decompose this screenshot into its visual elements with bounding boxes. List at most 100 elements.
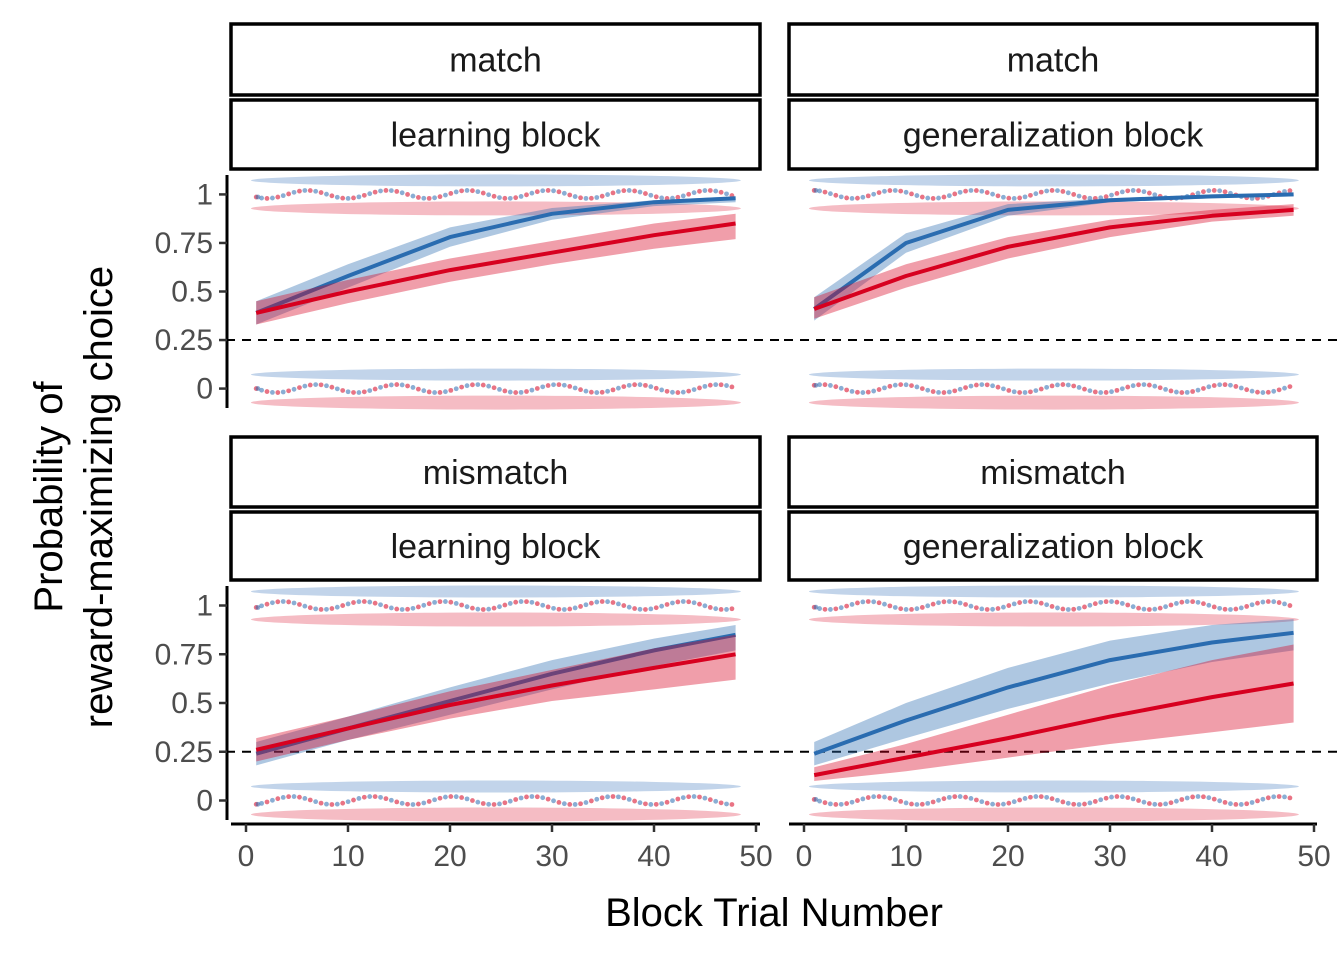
raw-response-point — [453, 386, 459, 392]
raw-response-point — [1044, 384, 1050, 390]
raw-response-point — [1060, 382, 1066, 387]
raw-response-point — [610, 387, 616, 393]
raw-response-point — [432, 797, 437, 803]
raw-response-point — [399, 382, 405, 388]
raw-response-point — [545, 796, 551, 802]
raw-response-point — [713, 188, 719, 194]
strip-box-row — [229, 435, 762, 509]
raw-response-point — [540, 188, 546, 194]
raw-response-point — [1174, 389, 1179, 395]
raw-response-point — [507, 195, 513, 201]
raw-response-point — [979, 382, 985, 387]
raw-response-point — [491, 605, 497, 611]
raw-response-point — [1276, 794, 1282, 799]
raw-response-point — [280, 599, 286, 604]
raw-response-point — [941, 194, 947, 200]
raw-response-point — [865, 599, 871, 604]
raw-response-point — [724, 801, 729, 807]
raw-response-point — [270, 797, 275, 803]
strip-label-col: generalization block — [903, 117, 1205, 155]
jitter-band-a — [250, 174, 741, 187]
raw-response-point — [729, 802, 735, 807]
raw-response-point — [713, 606, 719, 612]
raw-response-point — [480, 801, 486, 806]
raw-response-point — [616, 189, 621, 194]
raw-response-point — [1114, 191, 1120, 196]
raw-response-point — [588, 389, 594, 395]
strip-box-row — [787, 22, 1319, 97]
raw-response-point — [1017, 797, 1023, 803]
raw-response-point — [545, 383, 551, 388]
raw-response-point — [297, 794, 302, 800]
raw-response-point — [556, 382, 562, 388]
raw-response-point — [1238, 802, 1244, 807]
raw-response-point — [822, 189, 828, 195]
raw-response-point — [1033, 599, 1039, 605]
raw-response-point — [1222, 606, 1228, 612]
raw-response-point — [1244, 801, 1250, 807]
raw-response-point — [378, 384, 383, 390]
raw-response-point — [1157, 605, 1163, 611]
raw-response-point — [871, 794, 877, 800]
raw-response-point — [432, 195, 437, 201]
raw-response-point — [844, 387, 850, 393]
raw-response-point — [718, 800, 724, 806]
jitter-band-b — [808, 201, 1299, 216]
raw-response-point — [610, 794, 616, 799]
raw-response-point — [297, 385, 302, 391]
raw-response-point — [1082, 801, 1087, 807]
raw-response-point — [1087, 388, 1093, 394]
raw-response-point — [605, 794, 610, 800]
raw-response-point — [367, 599, 373, 605]
raw-response-point — [707, 797, 713, 803]
raw-response-point — [518, 795, 524, 801]
raw-response-point — [817, 188, 823, 194]
raw-response-point — [459, 602, 465, 608]
raw-response-point — [1055, 382, 1060, 388]
raw-response-point — [637, 606, 643, 612]
raw-response-point — [925, 387, 931, 393]
raw-response-point — [588, 798, 594, 804]
raw-response-point — [919, 605, 925, 610]
raw-response-point — [686, 599, 692, 605]
raw-response-point — [1157, 802, 1163, 807]
panel-4: mismatch generalization block — [784, 435, 1344, 822]
raw-response-point — [594, 796, 600, 802]
raw-response-point — [421, 388, 427, 394]
raw-response-point — [318, 190, 324, 195]
raw-response-point — [919, 386, 925, 391]
raw-response-point — [632, 798, 638, 804]
raw-response-point — [697, 385, 702, 391]
raw-response-point — [1017, 600, 1023, 605]
raw-response-point — [480, 382, 486, 388]
raw-response-point — [659, 801, 665, 806]
raw-response-point — [437, 599, 443, 605]
raw-response-point — [421, 195, 427, 201]
raw-response-point — [876, 190, 882, 195]
raw-response-point — [675, 599, 681, 605]
raw-response-point — [351, 797, 356, 803]
raw-response-point — [1174, 798, 1179, 804]
raw-response-point — [599, 795, 605, 801]
raw-response-point — [448, 191, 454, 196]
raw-response-point — [817, 798, 823, 804]
raw-response-point — [957, 386, 963, 392]
raw-response-point — [551, 382, 556, 388]
raw-response-point — [1087, 195, 1093, 201]
raw-response-point — [1060, 799, 1066, 805]
strip-label-row: mismatch — [423, 454, 568, 492]
raw-response-point — [1157, 385, 1163, 391]
raw-response-point — [437, 795, 443, 801]
raw-response-point — [813, 796, 819, 802]
raw-response-point — [313, 382, 319, 387]
raw-response-point — [957, 189, 963, 195]
raw-response-point — [979, 606, 985, 612]
raw-response-point — [1201, 794, 1206, 800]
raw-response-point — [833, 192, 839, 198]
raw-response-point — [1265, 599, 1271, 604]
raw-response-point — [919, 194, 925, 200]
raw-response-point — [707, 188, 713, 193]
raw-response-point — [860, 194, 866, 200]
raw-response-point — [632, 382, 638, 388]
raw-response-point — [599, 599, 605, 604]
